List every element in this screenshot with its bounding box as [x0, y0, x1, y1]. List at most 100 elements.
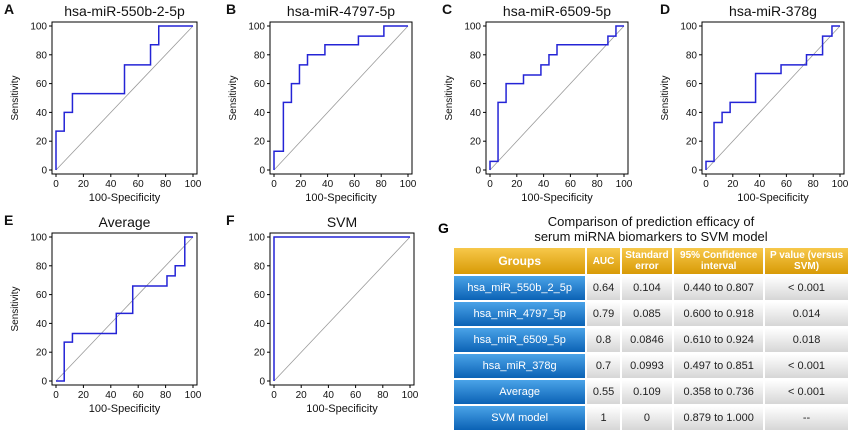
table-title: Comparison of prediction efficacy of ser… — [452, 214, 850, 244]
chart-title: hsa-miR-4797-5p — [287, 3, 395, 19]
y-tick-label: 20 — [254, 348, 266, 359]
cell-auc: 0.8 — [587, 328, 620, 352]
roc-curve-f — [273, 236, 410, 381]
y-tick-label: 100 — [248, 233, 265, 244]
header-auc: AUC — [587, 248, 620, 274]
x-tick-label: 80 — [160, 390, 172, 401]
y-tick-label: 60 — [254, 79, 266, 90]
y-tick-label: 0 — [475, 166, 481, 177]
cell-standard-error: 0.085 — [621, 302, 673, 326]
diagonal-reference-line — [55, 236, 194, 382]
cell-group: hsa_miR_4797_5p — [454, 302, 586, 326]
table-row: Average 0.55 0.109 0.358 to 0.736 < 0.00… — [454, 380, 848, 404]
y-axis-label: Sensitivity — [444, 75, 455, 120]
x-tick-label: 20 — [295, 179, 307, 190]
x-axis-label: 100-Specificity — [89, 403, 161, 415]
cell-auc: 0.7 — [587, 354, 620, 378]
roc-curve-d — [705, 25, 840, 170]
x-tick-label: 40 — [754, 179, 766, 190]
plot-frame — [701, 21, 845, 175]
y-tick-label: 20 — [36, 348, 48, 359]
y-tick-label: 0 — [259, 166, 265, 177]
cell-group: hsa_miR_6509_5p — [454, 328, 586, 352]
chart-title: hsa-miR-550b-2-5p — [64, 3, 185, 19]
y-tick-label: 100 — [248, 22, 265, 33]
x-tick-label: 0 — [53, 390, 59, 401]
chart-title: Average — [99, 214, 151, 230]
table-row: hsa_miR_6509_5p 0.8 0.0846 0.610 to 0.92… — [454, 328, 848, 352]
y-axis-label: Sensitivity — [10, 286, 21, 331]
x-tick-label: 60 — [565, 179, 577, 190]
x-tick-label: 100 — [402, 390, 419, 401]
roc-curve-c — [489, 25, 624, 170]
x-tick-label: 40 — [538, 179, 550, 190]
x-tick-label: 0 — [703, 179, 709, 190]
x-tick-label: 60 — [133, 179, 145, 190]
panel-label-b: B — [226, 1, 236, 17]
x-tick-label: 40 — [105, 390, 117, 401]
plot-frame — [51, 21, 198, 175]
diagonal-reference-line — [273, 25, 409, 171]
y-tick-label: 40 — [254, 319, 266, 330]
panel-label-a: A — [4, 1, 14, 17]
x-tick-label: 0 — [271, 390, 277, 401]
x-tick-label: 20 — [78, 179, 90, 190]
cell-group: Average — [454, 380, 586, 404]
panel-label-c: C — [442, 1, 452, 17]
plot-frame — [485, 21, 629, 175]
cell-confidence-interval: 0.497 to 0.851 — [674, 354, 764, 378]
y-tick-label: 20 — [254, 137, 266, 148]
cell-auc: 0.55 — [587, 380, 620, 404]
plot-frame — [269, 21, 413, 175]
table-row: hsa_miR_550b_2_5p 0.64 0.104 0.440 to 0.… — [454, 276, 848, 300]
y-tick-label: 0 — [41, 166, 47, 177]
x-tick-label: 100 — [400, 179, 417, 190]
panel-label-e: E — [4, 212, 13, 228]
x-tick-label: 0 — [487, 179, 493, 190]
x-tick-label: 20 — [296, 390, 308, 401]
table-row: SVM model 1 0 0.879 to 1.000 -- — [454, 406, 848, 430]
header-confidence-interval: 95% Confidence interval — [674, 248, 764, 274]
x-tick-label: 0 — [53, 179, 59, 190]
cell-group: SVM model — [454, 406, 586, 430]
x-axis-label: 100-Specificity — [305, 192, 377, 204]
y-axis-label: Sensitivity — [228, 75, 239, 120]
chart-title: hsa-miR-378g — [729, 3, 817, 19]
x-tick-label: 80 — [592, 179, 604, 190]
y-tick-label: 80 — [254, 50, 266, 61]
y-tick-label: 20 — [470, 137, 482, 148]
y-tick-label: 80 — [470, 50, 482, 61]
cell-auc: 0.64 — [587, 276, 620, 300]
y-tick-label: 0 — [41, 377, 47, 388]
y-tick-label: 60 — [36, 290, 48, 301]
roc-curve-a — [55, 25, 193, 170]
header-p-value: P value (versus SVM) — [765, 248, 848, 274]
cell-standard-error: 0.0846 — [621, 328, 673, 352]
y-tick-label: 60 — [686, 79, 698, 90]
y-tick-label: 80 — [36, 261, 48, 272]
table-row: hsa_miR_378g 0.7 0.0993 0.497 to 0.851 <… — [454, 354, 848, 378]
cell-p-value: < 0.001 — [765, 380, 848, 404]
diagonal-reference-line — [55, 25, 194, 171]
table-row: hsa_miR_4797_5p 0.79 0.085 0.600 to 0.91… — [454, 302, 848, 326]
x-axis-label: 100-Specificity — [737, 192, 809, 204]
y-tick-label: 100 — [30, 233, 47, 244]
cell-p-value: 0.014 — [765, 302, 848, 326]
x-tick-label: 100 — [832, 179, 849, 190]
x-axis-label: 100-Specificity — [521, 192, 593, 204]
panel-label-f: F — [226, 212, 235, 228]
cell-confidence-interval: 0.879 to 1.000 — [674, 406, 764, 430]
x-axis-label: 100-Specificity — [306, 403, 378, 415]
cell-group: hsa_miR_378g — [454, 354, 586, 378]
cell-standard-error: 0 — [621, 406, 673, 430]
x-tick-label: 20 — [727, 179, 739, 190]
y-tick-label: 100 — [680, 22, 697, 33]
y-tick-label: 40 — [470, 108, 482, 119]
cell-standard-error: 0.109 — [621, 380, 673, 404]
x-tick-label: 100 — [185, 390, 202, 401]
x-axis-label: 100-Specificity — [89, 192, 161, 204]
x-tick-label: 60 — [349, 179, 361, 190]
chart-title: hsa-miR-6509-5p — [503, 3, 611, 19]
x-tick-label: 40 — [322, 179, 334, 190]
plot-frame — [269, 232, 415, 386]
